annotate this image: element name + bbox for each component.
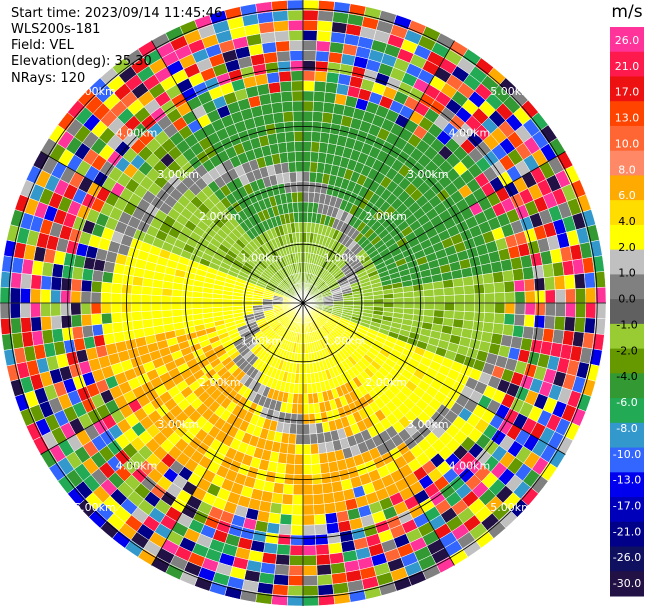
colorbar-tick-label: -4.0 — [616, 370, 637, 383]
colorbar-tick-label: -13.0 — [613, 474, 641, 487]
colorbar-tick-label: 0.0 — [618, 293, 636, 306]
colorbar-tick-label: 8.0 — [618, 163, 636, 176]
colorbar-tick-label: -1.0 — [616, 318, 637, 331]
colorbar-tick-label: -8.0 — [616, 422, 637, 435]
colorbar-tick-label: 26.0 — [615, 34, 640, 47]
colorbar-tick-label: 2.0 — [618, 241, 636, 254]
colorbar-tick-label: 13.0 — [615, 112, 640, 125]
colorbar-tick-label: -2.0 — [616, 344, 637, 357]
colorbar-tick-label: -30.0 — [613, 577, 641, 590]
colorbar-tick-label: -26.0 — [613, 551, 641, 564]
colorbar-tick-label: 6.0 — [618, 189, 636, 202]
colorbar-tick-label: 4.0 — [618, 215, 636, 228]
velocity-field — [0, 0, 607, 607]
colorbar-tick-label: 17.0 — [615, 86, 640, 99]
colorbar-unit: m/s — [611, 2, 642, 22]
colorbar-tick-label: -21.0 — [613, 525, 641, 538]
colorbar-tick-label: 1.0 — [618, 267, 636, 280]
colorbar-tick-label: -6.0 — [616, 396, 637, 409]
colorbar-tick-label: -10.0 — [613, 448, 641, 461]
colorbar-tick-label: -17.0 — [613, 499, 641, 512]
colorbar-tick-label: 10.0 — [615, 137, 640, 150]
colorbar-tick-label: 21.0 — [615, 60, 640, 73]
